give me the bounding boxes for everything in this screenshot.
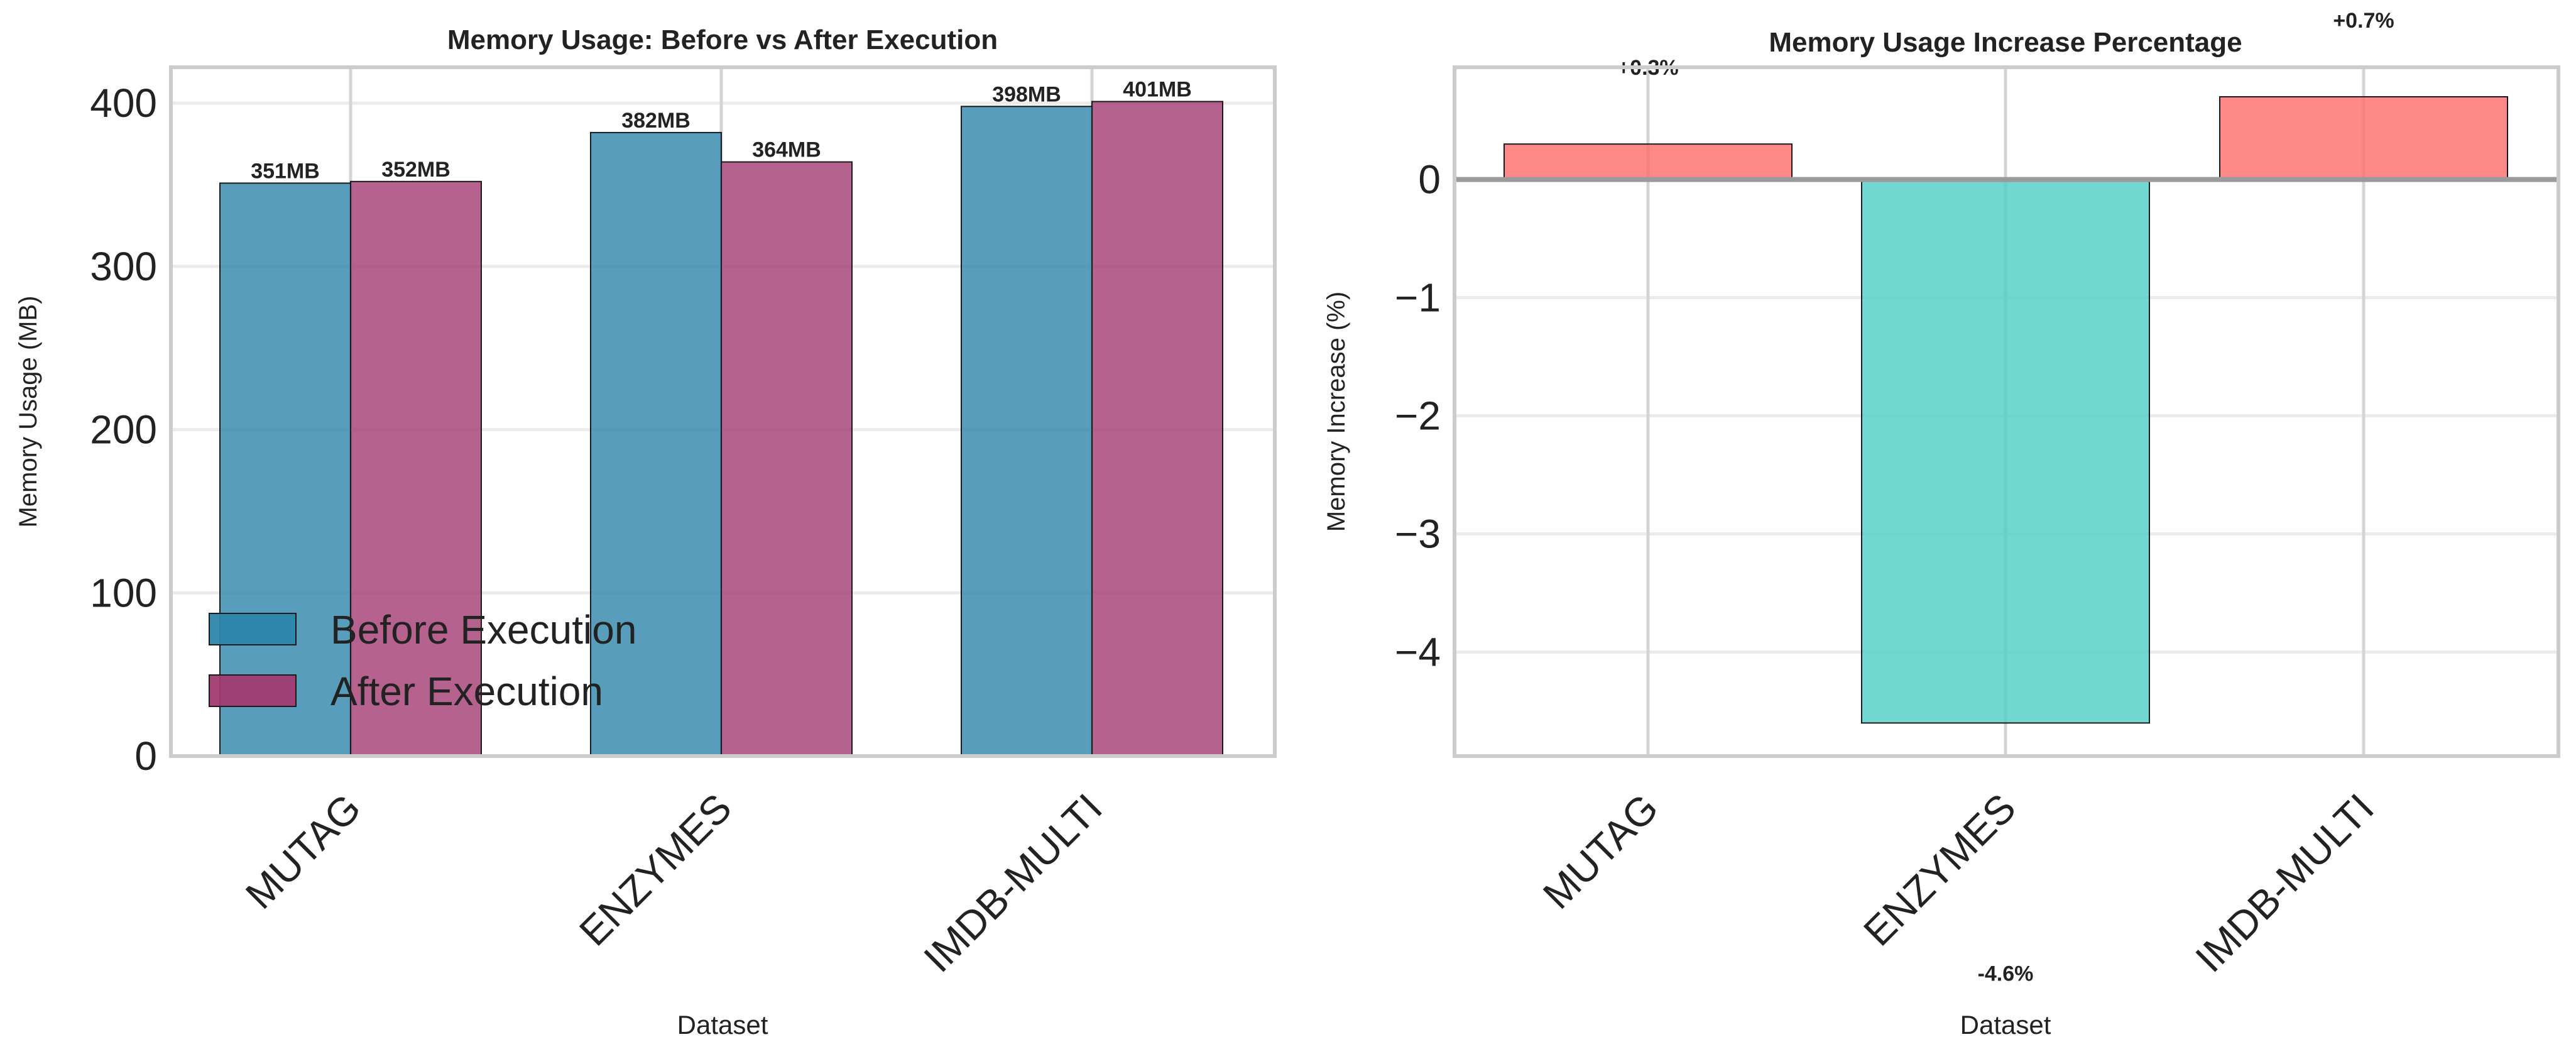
bar-before: [219, 182, 351, 757]
legend-swatch-before: [209, 613, 297, 645]
data-label: 351MB: [251, 159, 320, 183]
chart-title: Memory Usage Increase Percentage: [1769, 27, 2242, 58]
plot-frame: [169, 65, 1277, 758]
bar-before: [961, 106, 1093, 757]
bar-negative: [1861, 178, 2150, 724]
data-label: 401MB: [1123, 78, 1192, 102]
y-tick-label: 400: [90, 80, 157, 126]
bar-after: [1091, 101, 1223, 757]
legend-swatch-after: [209, 674, 297, 707]
data-label: 352MB: [381, 158, 450, 182]
y-axis-label: Memory Usage (MB): [14, 296, 42, 528]
y-tick-label: −3: [1395, 512, 1441, 557]
bar-positive: [1504, 143, 1793, 180]
chart-title: Memory Usage: Before vs After Execution: [447, 25, 998, 55]
data-label: +0.7%: [2333, 9, 2394, 33]
y-tick-label: 0: [1418, 157, 1441, 202]
y-tick-labels: 0 100 200 300 400: [90, 80, 157, 779]
y-tick-label: −4: [1395, 630, 1441, 675]
bar-after: [721, 161, 853, 757]
y-axis-label: Memory Increase (%): [1323, 292, 1350, 532]
plot-frame: [1453, 65, 2560, 758]
data-label: 364MB: [752, 138, 821, 162]
bars: [219, 101, 1223, 757]
bar-after: [350, 180, 482, 757]
bars: [1454, 96, 2558, 724]
y-tick-label: 0: [134, 733, 157, 779]
data-label: -4.6%: [1978, 962, 2034, 985]
bar-positive: [2219, 96, 2508, 180]
y-tick-labels: −4 −3 −2 −1 0: [1395, 157, 1441, 675]
y-tick-label: −1: [1395, 275, 1441, 321]
y-tick-label: 100: [90, 570, 157, 615]
data-label: 382MB: [621, 109, 690, 133]
y-tick-label: −2: [1395, 393, 1441, 439]
x-axis-label: Dataset: [1960, 1010, 2051, 1040]
y-tick-label: 300: [90, 244, 157, 289]
y-tick-label: 200: [90, 407, 157, 453]
data-labels: 351MB 352MB 382MB 364MB 398MB 401MB: [251, 78, 1192, 184]
legend: Before Execution After Execution: [209, 607, 636, 714]
legend-label: After Execution: [330, 669, 603, 714]
legend-label: Before Execution: [330, 607, 636, 652]
x-axis-label: Dataset: [677, 1010, 768, 1040]
data-label: 398MB: [992, 82, 1061, 106]
bar-before: [590, 131, 722, 757]
